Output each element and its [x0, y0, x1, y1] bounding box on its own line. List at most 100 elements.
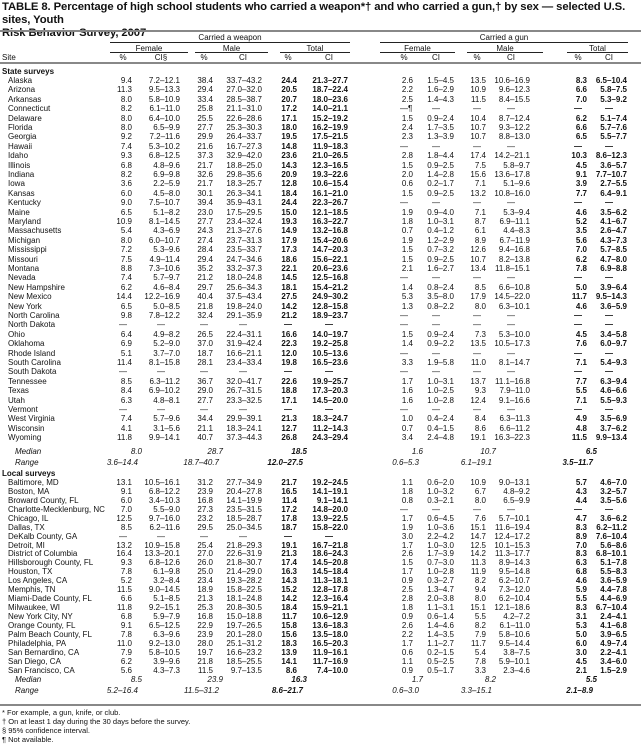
percent-cell: 0.9 — [401, 611, 413, 621]
percent-cell: 5.2 — [575, 217, 587, 226]
ci-cell: 16.2–19.9 — [312, 123, 348, 132]
percent-cell: 17.9 — [281, 235, 297, 245]
percent-cell: 4.6 — [575, 576, 587, 586]
percent-cell: 8.0 — [474, 301, 486, 311]
percent-cell: 8.0 — [120, 113, 132, 123]
ci-cell: 3.6–6.2 — [600, 513, 627, 523]
group-carried-gun: Carried a gun — [479, 33, 529, 42]
ci-cell: 2.4–4.8 — [427, 433, 454, 443]
ci-cell: 0.4–1.2 — [427, 226, 454, 236]
percent-cell: 18.3 — [281, 638, 297, 648]
ci-cell: 23.3–32.5 — [226, 395, 262, 405]
ci-cell: 2.7–5.5 — [600, 179, 627, 189]
ci-cell: 7.2–12.1 — [148, 76, 180, 85]
percent-cell: 0.6 — [401, 179, 413, 189]
ci-cell: 9.2–15.1 — [148, 603, 180, 613]
ci-cell: 6.2–10.7 — [498, 576, 530, 586]
ci-cell: 4.9–11.4 — [149, 254, 180, 264]
percent-cell: 15.0 — [281, 207, 297, 217]
ci-cell: — — [325, 320, 333, 330]
percent-cell: 11.5 — [571, 433, 587, 443]
ci-cell: 3.9–6.5 — [600, 629, 627, 639]
ci-cell: 1.7–3.9 — [427, 549, 454, 559]
ci-cell: 9.5–13.3 — [148, 85, 180, 95]
ci-cell: 18.0–24.8 — [226, 273, 262, 283]
ci-cell: 7.4–10.0 — [316, 665, 348, 675]
percent-cell: — — [574, 141, 582, 151]
ci-cell: 12.8–17.8 — [312, 585, 348, 595]
ci-cell: 12.1–18.5 — [312, 207, 348, 217]
ci-cell: 0.9–2.5 — [427, 254, 454, 264]
percent-cell: — — [473, 311, 481, 320]
ci-cell: 24.3–29.4 — [312, 433, 348, 443]
ci-cell: — — [432, 273, 440, 283]
percent-cell: 1.6 — [401, 395, 413, 405]
percent-cell: 11.0 — [117, 638, 132, 648]
percent-cell: 24.3 — [197, 226, 213, 236]
percent-cell: — — [473, 504, 481, 514]
ci-cell: 10.1–15.3 — [494, 540, 530, 550]
percent-cell: 16.8 — [197, 611, 213, 621]
percent-cell: 18.7 — [281, 522, 297, 532]
column-header-percent: % — [574, 53, 582, 62]
percent-cell: 7.0 — [575, 245, 587, 255]
ci-cell: 0.9–2.2 — [427, 339, 454, 349]
percent-cell: 27.5 — [281, 292, 297, 302]
ci-cell: 4.6–7.0 — [600, 478, 627, 487]
percent-cell: 9.1 — [120, 486, 132, 496]
percent-cell: — — [574, 405, 582, 414]
range-value: 18.7–40.7 — [183, 458, 219, 467]
percent-cell: — — [119, 320, 127, 330]
percent-cell: 1.7 — [401, 540, 413, 550]
ci-cell: 13.9–22.5 — [312, 513, 348, 523]
site-name: Memphis, TN — [8, 585, 56, 595]
ci-cell: 11.1–16.8 — [495, 376, 530, 386]
ci-cell: 6.2–11.6 — [149, 522, 180, 532]
ci-cell: 5.6–8.6 — [600, 540, 627, 550]
percent-cell: 39.4 — [197, 198, 213, 208]
column-header-percent: % — [284, 53, 292, 62]
percent-cell: — — [473, 104, 481, 114]
ci-cell: 1.0–3.2 — [427, 486, 454, 496]
ci-cell: 8.1–15.8 — [148, 358, 180, 367]
percent-cell: 15.6 — [281, 629, 297, 639]
ci-cell: 14.0–19.7 — [312, 329, 348, 339]
ci-cell: 32.0–41.7 — [226, 376, 262, 386]
percent-cell: 9.4 — [474, 585, 486, 595]
ci-cell: 1.3–4.7 — [427, 585, 454, 595]
percent-cell: 7.1 — [575, 395, 587, 405]
ci-cell: 6.7–11.9 — [499, 235, 530, 245]
ci-cell: 1.0–2.8 — [427, 395, 454, 405]
percent-cell: — — [200, 367, 208, 377]
ci-cell: — — [432, 348, 440, 358]
ci-cell: 14.7–20.3 — [312, 245, 348, 255]
column-header-ci: CI§ — [154, 53, 168, 62]
ci-cell: 9.1–16.6 — [498, 395, 530, 405]
percent-cell: — — [400, 311, 408, 320]
ci-cell: 3.5–5.6 — [600, 495, 627, 505]
ci-cell: 1.0–2.5 — [427, 386, 454, 396]
ci-cell: 2.4–4.1 — [600, 611, 627, 621]
ci-cell: 8.8–13.0 — [498, 132, 530, 142]
ci-cell: 6.8–12.2 — [148, 486, 180, 496]
ci-cell: 28.5–38.7 — [226, 94, 262, 104]
site-name: Vermont — [8, 405, 38, 414]
ci-cell: — — [432, 141, 440, 151]
percent-cell: 2.8 — [401, 594, 413, 604]
percent-cell: 21.6 — [197, 141, 213, 151]
percent-cell: 1.7 — [401, 638, 413, 648]
ci-cell: 7.3–12.0 — [498, 585, 530, 595]
ci-cell: 14.1–19.1 — [312, 486, 348, 496]
percent-cell: 24.4 — [281, 76, 297, 85]
percent-cell: 17.8 — [281, 513, 297, 523]
ci-cell: 0.9–2.4 — [427, 113, 454, 123]
section-label: Local surveys — [2, 469, 56, 478]
ci-cell: — — [605, 348, 613, 358]
range-value: 6.1–19.1 — [460, 458, 492, 467]
percent-cell: 8.0 — [120, 123, 132, 132]
ci-cell: 3.7–7.0 — [153, 348, 180, 358]
percent-cell: 1.3 — [401, 301, 413, 311]
subgroup-weapon-female: Female — [135, 44, 163, 53]
ci-cell: 3.6–5.9 — [600, 301, 627, 311]
median-value: 10.7 — [480, 447, 496, 456]
